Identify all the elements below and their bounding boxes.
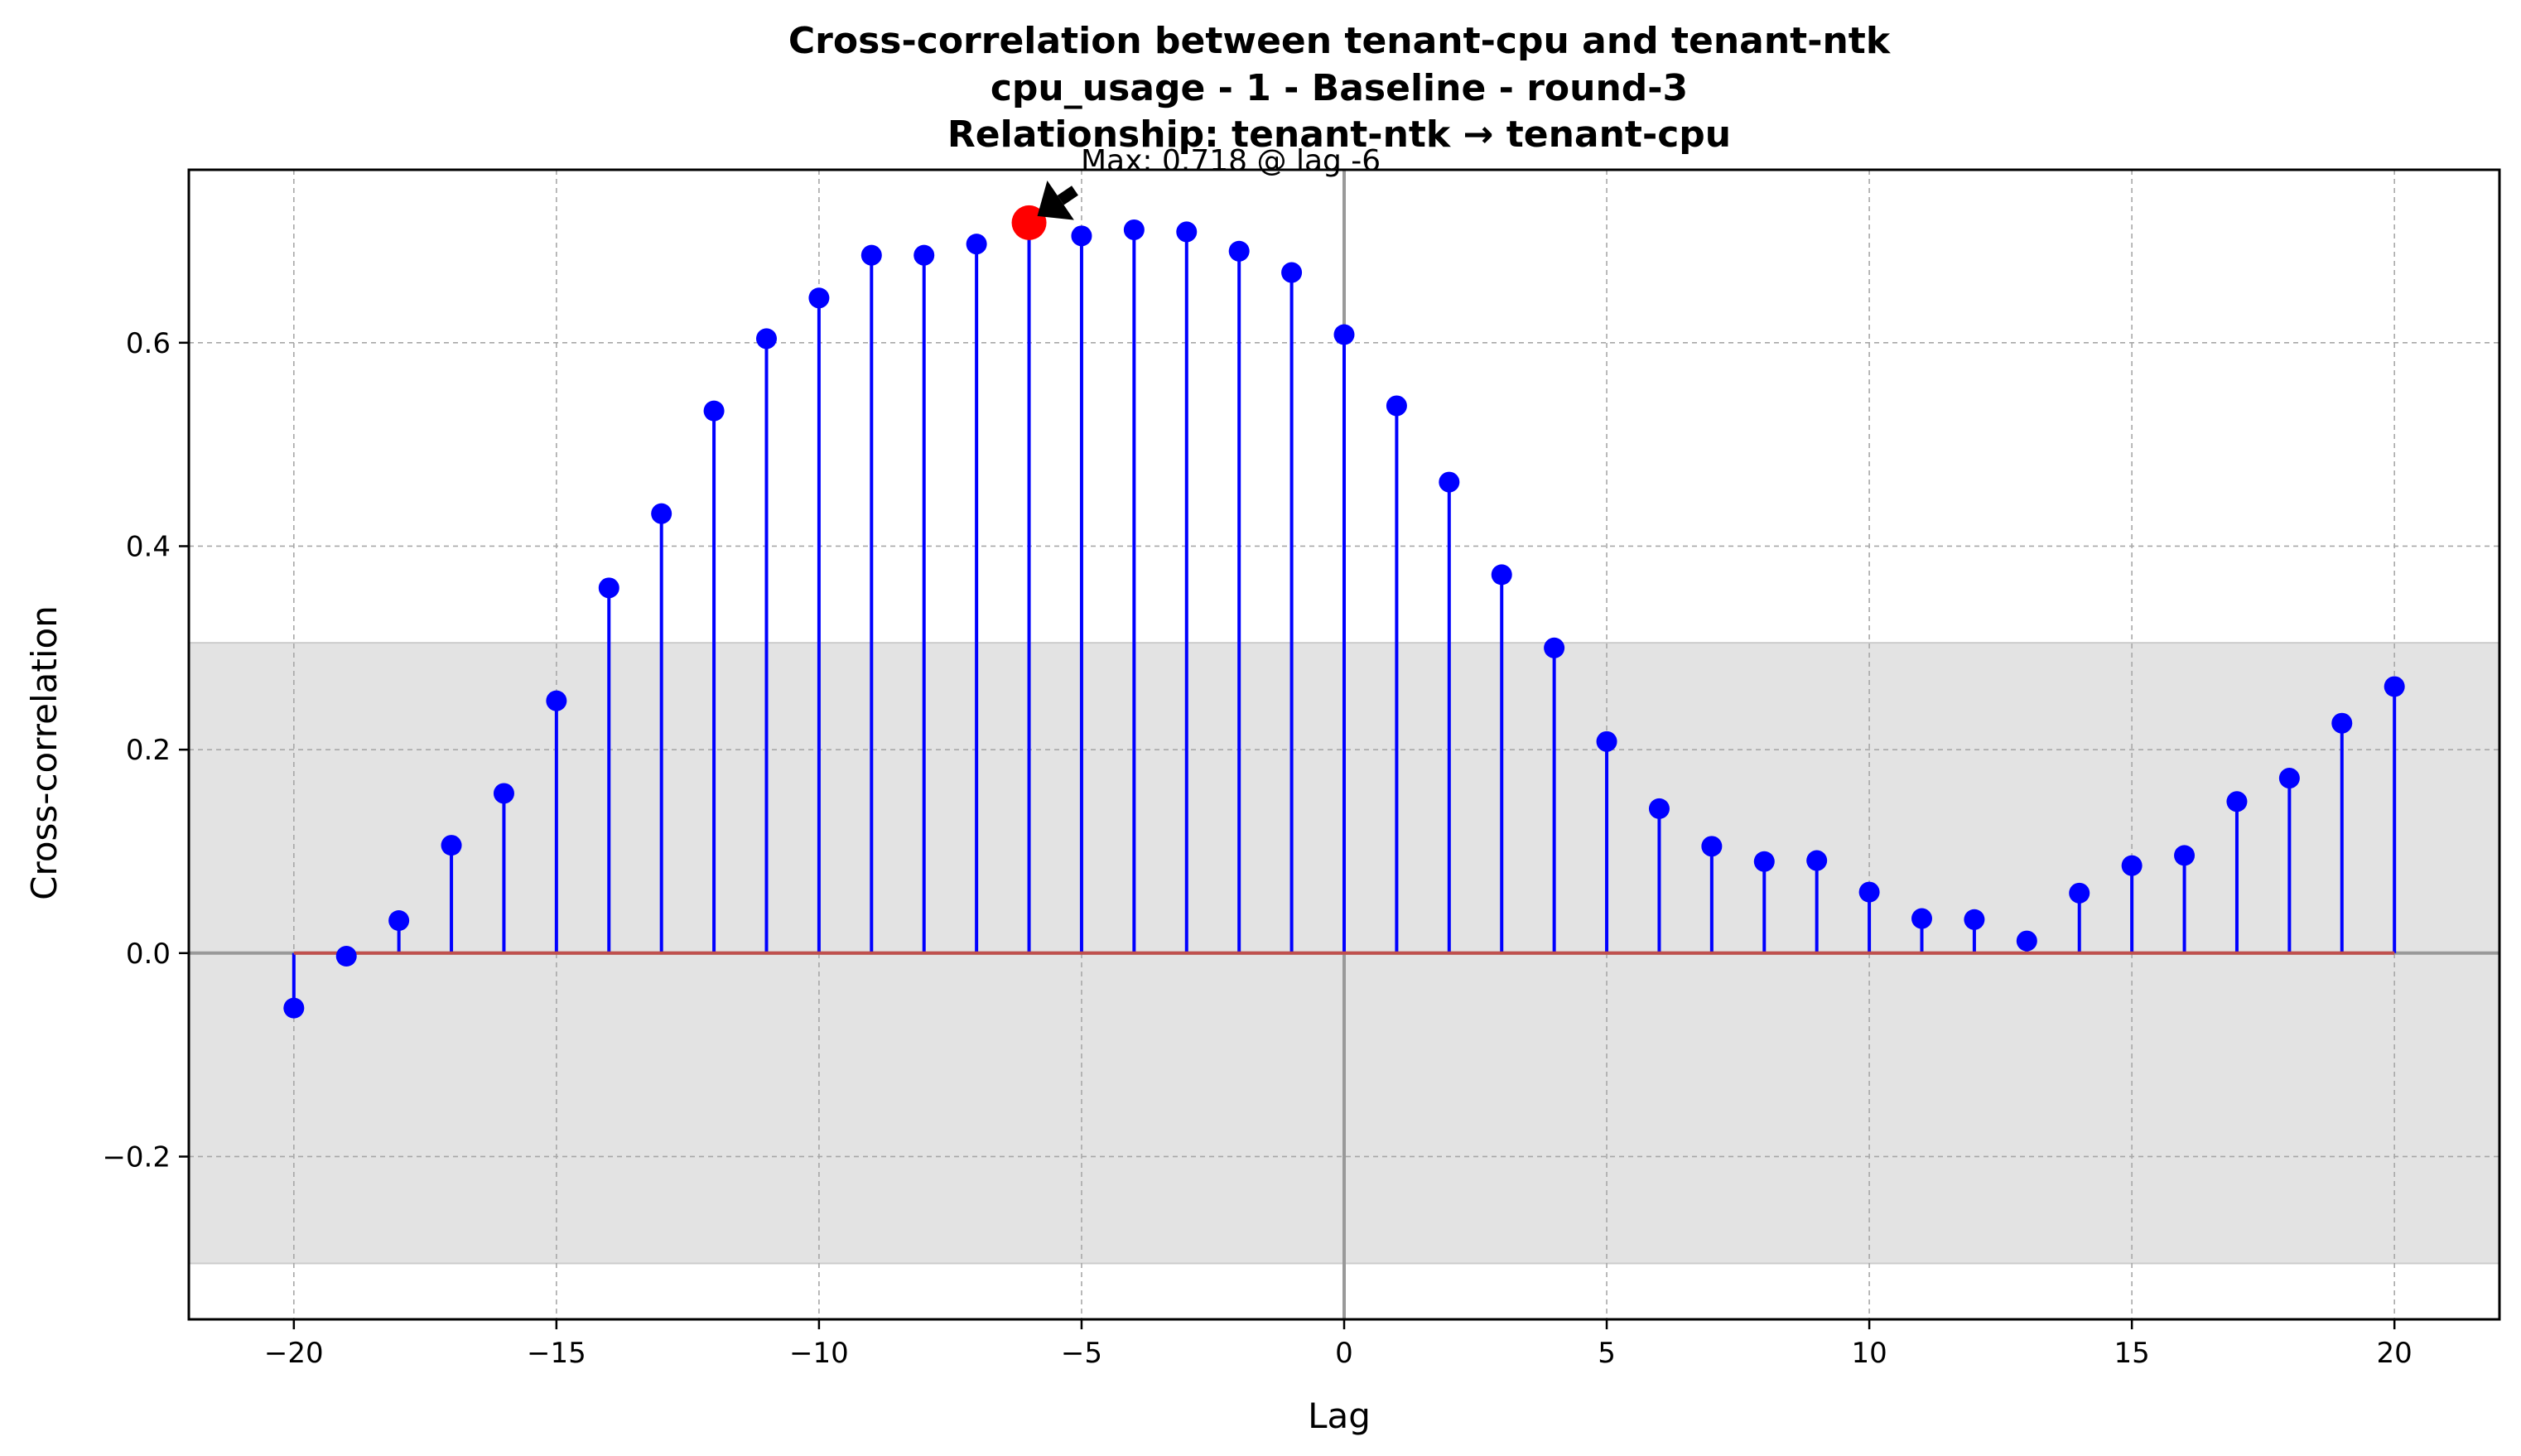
stem-marker: [966, 234, 987, 255]
chart-title-line-3: Relationship: tenant-ntk → tenant-cpu: [947, 113, 1731, 156]
stem-marker: [2069, 882, 2090, 904]
stem-marker: [1858, 881, 1880, 903]
stem-marker: [1964, 909, 1985, 930]
stem-marker: [1596, 730, 1617, 752]
stem-marker: [388, 909, 410, 931]
y-axis-label: Cross-correlation: [24, 605, 65, 900]
stem-marker: [441, 835, 462, 856]
stem-marker: [2174, 845, 2196, 866]
annotation-arrow-shaft: [1057, 186, 1078, 205]
y-tick-label: −0.2: [102, 1140, 171, 1174]
stem-marker: [493, 783, 514, 804]
stem-marker: [2278, 768, 2300, 789]
stem-marker: [913, 244, 935, 266]
stem-marker: [2384, 676, 2405, 697]
x-tick-label: 15: [2114, 1337, 2150, 1370]
chart-title: Cross-correlation between tenant-cpu and…: [788, 20, 1892, 156]
y-tick-label: 0.0: [126, 938, 171, 971]
max-annotation: Max: 0.718 @ lag -6: [1081, 144, 1381, 178]
annotation-arrow-head: [1037, 180, 1074, 220]
stem-marker: [860, 244, 882, 266]
stem-marker: [1071, 225, 1092, 247]
chart-title-line-1: Cross-correlation between tenant-cpu and…: [788, 20, 1892, 62]
stem-marker: [1701, 836, 1723, 857]
max-marker: [1011, 205, 1047, 240]
stem-marker: [808, 287, 830, 309]
stem-marker: [1544, 637, 1565, 658]
x-tick-label: 10: [1851, 1337, 1887, 1370]
x-tick-label: −5: [1061, 1337, 1102, 1370]
stem-marker: [1753, 851, 1775, 872]
stem-marker: [335, 945, 357, 967]
plot-area: Max: 0.718 @ lag -6 −20 −15 −10 −5 0 5 10 15 20 −0…: [102, 144, 2501, 1370]
x-tick-label: −15: [527, 1337, 586, 1370]
stem-marker: [283, 997, 305, 1019]
stem-marker: [1176, 221, 1198, 243]
x-tick-label: −20: [264, 1337, 324, 1370]
stem-marker: [2016, 930, 2037, 952]
y-tick-label: 0.4: [126, 530, 171, 563]
x-tick-label: 0: [1335, 1337, 1353, 1370]
stem-marker: [1228, 240, 1250, 262]
chart-title-line-2: cpu_usage - 1 - Baseline - round-3: [991, 67, 1688, 109]
stem-marker: [1911, 908, 1932, 929]
stem-marker: [1123, 219, 1145, 240]
x-tick-label: 5: [1598, 1337, 1616, 1370]
stem-marker: [546, 690, 567, 711]
x-tick-label: −10: [789, 1337, 849, 1370]
stem-marker: [1439, 471, 1460, 493]
stem-marker: [703, 400, 725, 422]
y-tick-label: 0.2: [126, 734, 171, 767]
stem-marker: [1648, 798, 1670, 819]
x-axis-label: Lag: [1308, 1396, 1371, 1436]
stem-marker: [2226, 791, 2248, 812]
stem-marker: [1281, 262, 1303, 283]
y-tick-label: 0.6: [126, 327, 171, 360]
stem-marker: [598, 577, 619, 599]
stem-marker: [756, 328, 777, 350]
stem-marker: [1333, 324, 1355, 345]
stem-marker: [2121, 855, 2143, 876]
stem-marker: [1806, 850, 1828, 871]
x-tick-label: 20: [2377, 1337, 2413, 1370]
stem-marker: [1386, 395, 1407, 417]
stem-marker: [651, 503, 672, 524]
stem-marker: [2331, 712, 2353, 734]
stem-marker: [1491, 564, 1512, 586]
